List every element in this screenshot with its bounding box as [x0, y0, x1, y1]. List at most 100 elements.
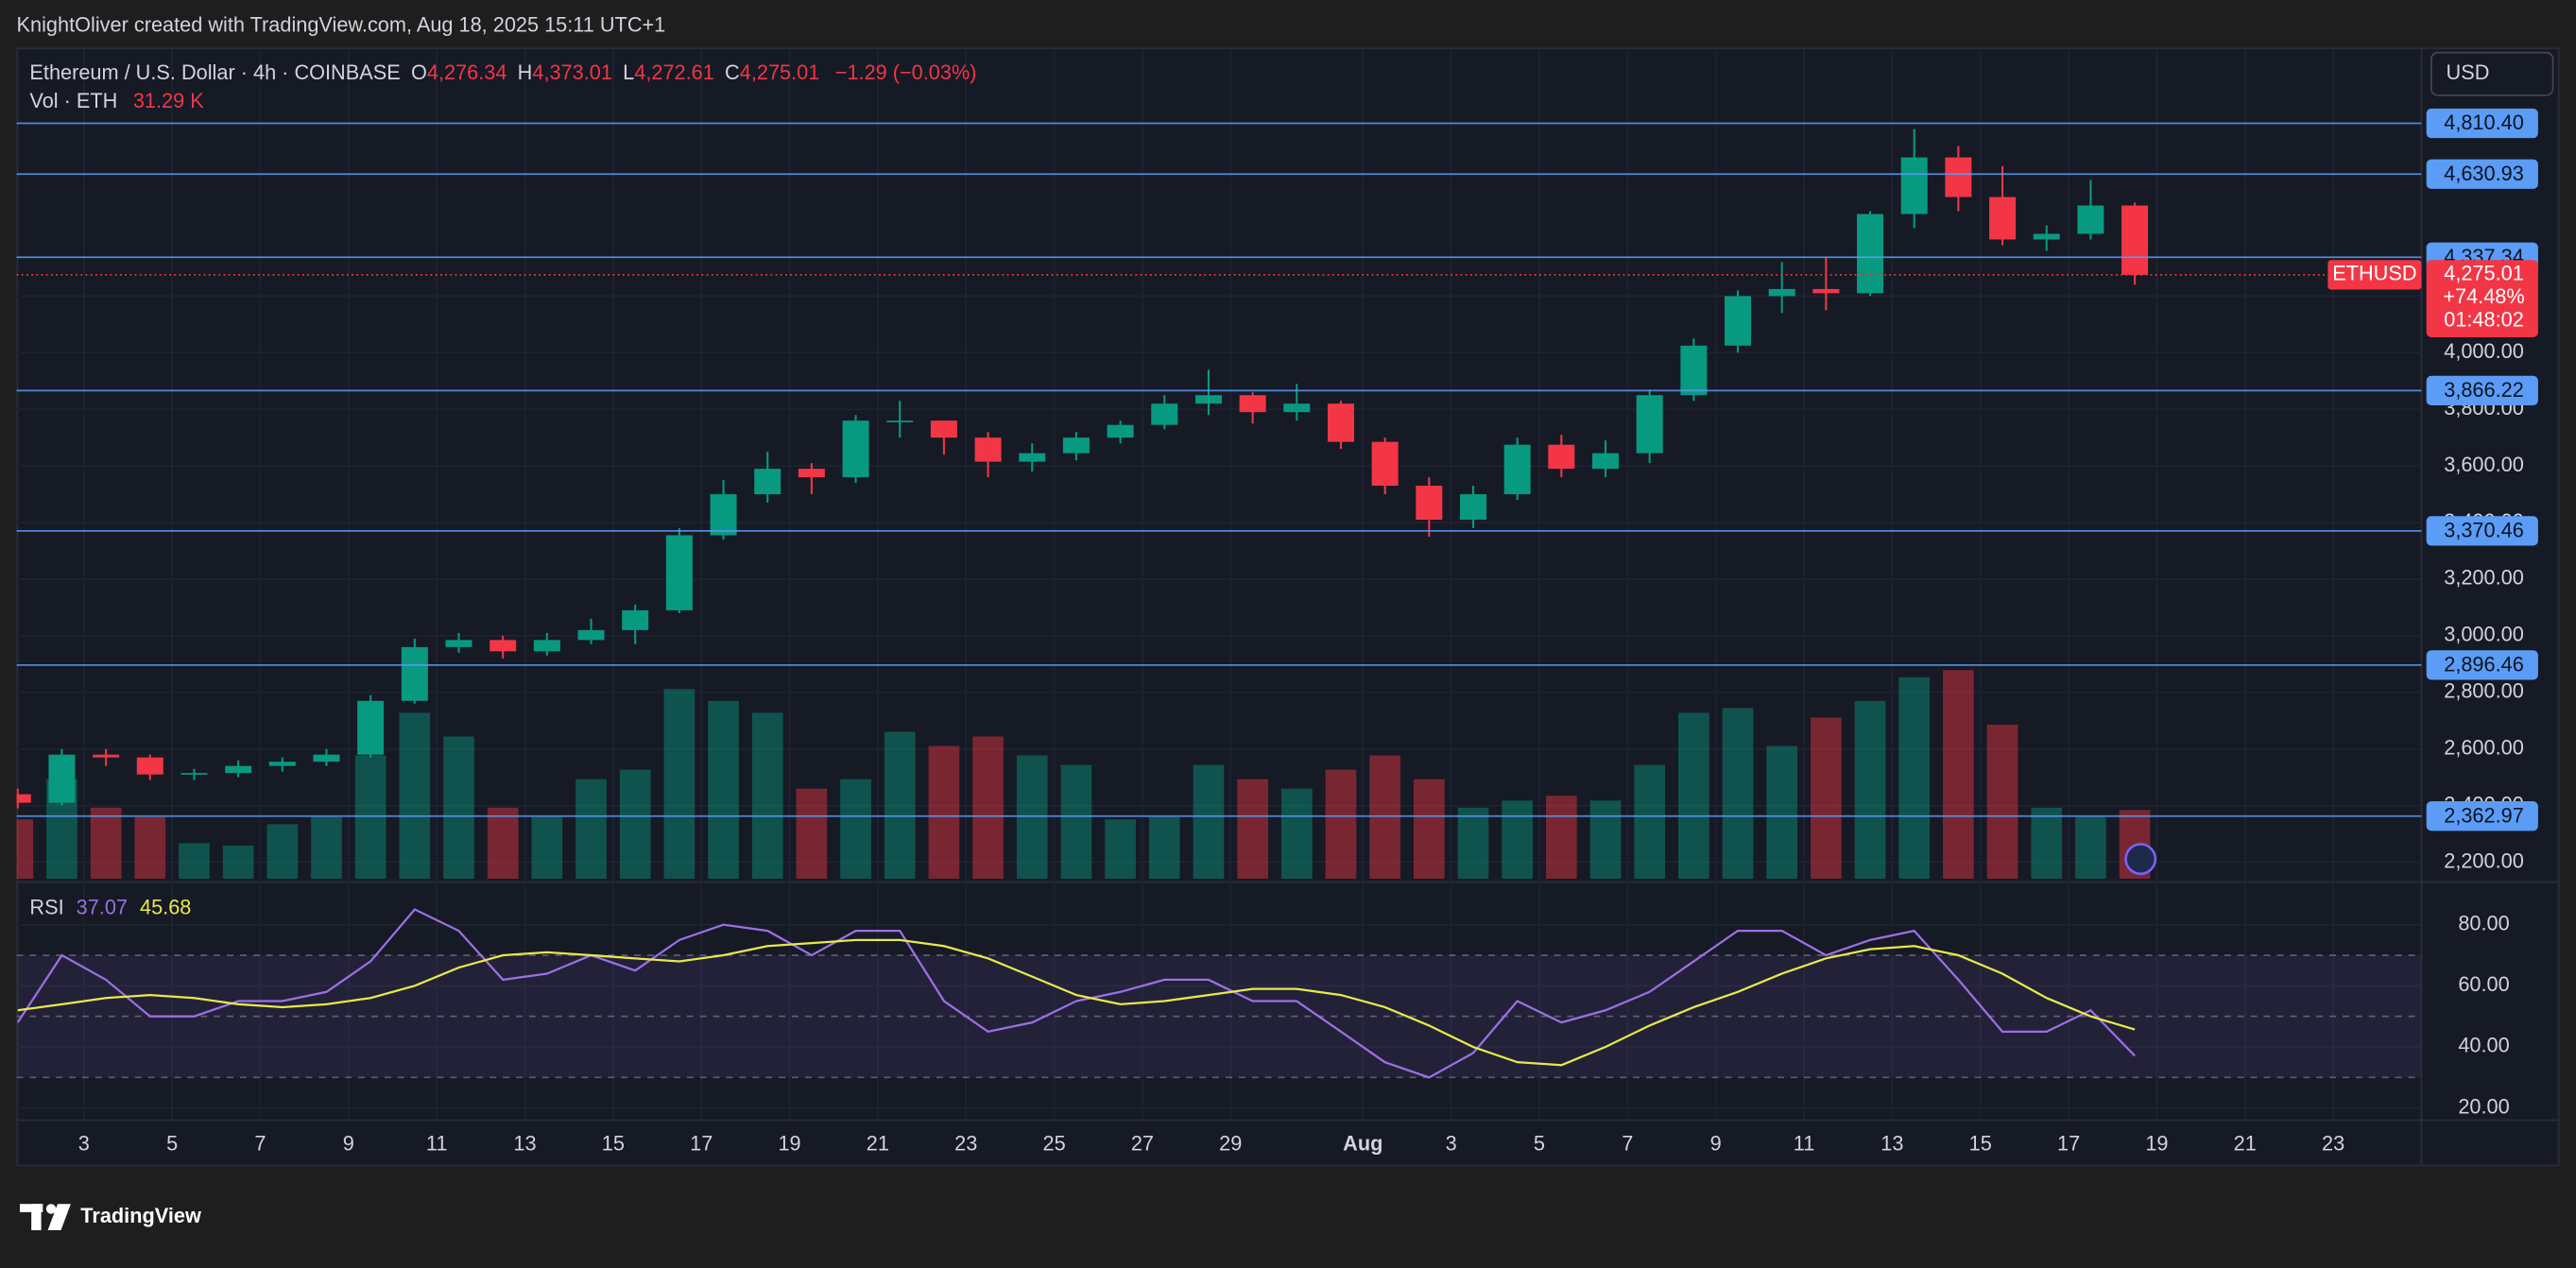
- level-label-box: [2426, 801, 2538, 831]
- volume-bar: [751, 712, 783, 880]
- y-tick-label: 20.00: [2458, 1094, 2509, 1118]
- plot-area: [16, 49, 2422, 1121]
- volume-bar: [1280, 788, 1313, 880]
- y-tick-label: 60.00: [2458, 972, 2509, 996]
- x-tick-label: 23: [2322, 1131, 2344, 1155]
- x-tick-label: 9: [1710, 1131, 1722, 1155]
- overlay: 3 5 7 9 11 13 15 17 19 21 23 25 27 29 Aug 3 5 7 9 11 13 15 17 1…: [78, 108, 2538, 1155]
- volume-bar: [1237, 779, 1268, 880]
- candle-body: [665, 535, 693, 610]
- currency-button[interactable]: [2430, 51, 2554, 96]
- volume-bar: [1148, 816, 1180, 880]
- candle-body: [1592, 453, 1620, 470]
- x-tick-label: 19: [2145, 1131, 2168, 1155]
- candle-body: [136, 757, 163, 775]
- close-value: 4,275.01: [740, 60, 820, 84]
- logo-part: [31, 1204, 42, 1231]
- candle-body: [1548, 444, 1575, 470]
- last-price-box: [2426, 260, 2538, 337]
- volume-bar: [1369, 755, 1400, 880]
- currency[interactable]: USD: [2447, 60, 2490, 84]
- volume-bar: [311, 816, 342, 880]
- candle-body: [1945, 157, 1972, 197]
- candle-body: [1812, 288, 1840, 294]
- candle-body: [754, 469, 781, 495]
- high-label: H: [518, 60, 533, 84]
- y-tick-label: 40.00: [2458, 1034, 2509, 1057]
- volume-bar: [1545, 796, 1577, 880]
- volume-bar: [1193, 764, 1225, 880]
- close-label: C: [725, 60, 740, 84]
- low-value: 4,272.61: [634, 60, 714, 84]
- y-tick-label: 2,800.00: [2444, 679, 2524, 703]
- candle-body: [1725, 296, 1752, 346]
- level-label: 3,866.22: [2444, 378, 2524, 402]
- volume-bar: [1634, 764, 1666, 880]
- last-price-label: 4,275.01: [2444, 262, 2524, 285]
- volume-bar: [1457, 807, 1489, 880]
- volume-bar: [1854, 700, 1886, 880]
- candle-body: [489, 640, 517, 652]
- candle-body: [180, 773, 208, 775]
- x-tick-label: 7: [1622, 1131, 1633, 1155]
- assistant-button[interactable]: [2124, 843, 2157, 876]
- low-label: L: [623, 60, 634, 84]
- volume-bar: [399, 712, 431, 880]
- change: −1.29 (−0.03%): [835, 60, 977, 84]
- volume-bar: [663, 689, 696, 880]
- candle-body: [1459, 494, 1486, 521]
- candle-body: [1062, 437, 1090, 454]
- candle-body: [2077, 205, 2104, 234]
- x-tick-label: 15: [1969, 1131, 1992, 1155]
- x-tick-label: 17: [690, 1131, 713, 1155]
- level-label: 4,630.93: [2444, 162, 2524, 185]
- candle-body: [93, 754, 120, 758]
- x-tick-label: 21: [867, 1131, 889, 1155]
- x-tick-label: 27: [1131, 1131, 1154, 1155]
- level-label-box: [2426, 108, 2538, 139]
- candle-body: [1107, 424, 1134, 438]
- volume-bar: [708, 700, 739, 880]
- candle-body: [1503, 444, 1531, 495]
- candle-body: [225, 765, 252, 774]
- candle-body: [1900, 157, 1928, 214]
- candle-body: [1283, 403, 1311, 413]
- candle-body: [1194, 395, 1222, 404]
- level-label-box: [2426, 375, 2538, 406]
- y-tick-label: 3,600.00: [2444, 453, 2524, 476]
- volume-bar: [619, 769, 651, 880]
- volume-bar: [222, 845, 254, 880]
- rsi-ma-value: 45.68: [140, 895, 191, 918]
- volume-bar: [531, 816, 563, 880]
- x-tick-label: 7: [254, 1131, 266, 1155]
- volume-bar: [179, 843, 210, 880]
- x-tick-label: 3: [1446, 1131, 1457, 1155]
- candle-body: [1327, 403, 1354, 442]
- x-tick-label: 11: [426, 1131, 448, 1155]
- candle-body: [1019, 453, 1046, 462]
- volume-value: 31.29 K: [133, 89, 204, 112]
- logo-part: [45, 1204, 57, 1214]
- volume-bar: [266, 824, 299, 880]
- volume-legend: Vol · ETH 31.29 K: [29, 89, 204, 112]
- volume-bar: [1678, 712, 1709, 880]
- logo-icon: [20, 1204, 71, 1231]
- volume-bar: [884, 731, 916, 880]
- x-tick-label: 15: [602, 1131, 625, 1155]
- candle-body: [842, 420, 869, 478]
- x-tick-label: 23: [954, 1131, 977, 1155]
- rsi-title: RSI: [29, 895, 63, 918]
- candle-body: [1989, 197, 2017, 240]
- candle-body: [1371, 441, 1399, 487]
- y-tick-label: 3,000.00: [2444, 623, 2524, 646]
- candle-body: [1416, 486, 1443, 521]
- high-value: 4,373.01: [532, 60, 612, 84]
- y-tick-label: 3,200.00: [2444, 566, 2524, 590]
- logo-text: TradingView: [80, 1204, 201, 1227]
- candle-body: [798, 469, 825, 478]
- last-price-change: +74.48%: [2443, 284, 2524, 308]
- volume-bar: [1060, 764, 1092, 880]
- volume-bar: [487, 807, 519, 880]
- open-value: 4,276.34: [427, 60, 507, 84]
